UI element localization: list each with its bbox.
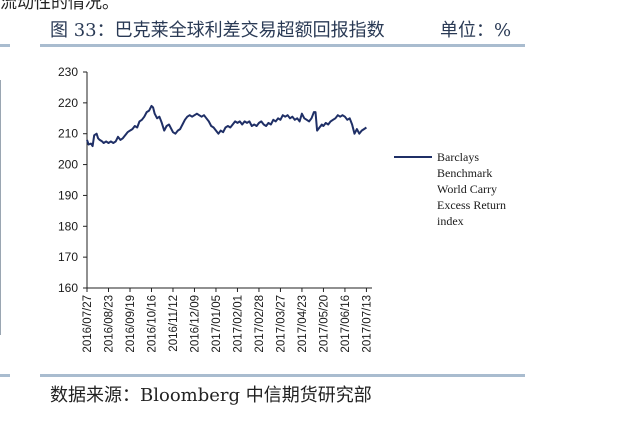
legend: Barclays Benchmark World Carry Excess Retur… — [394, 150, 506, 228]
x-tick-label: 2017/07/13 — [361, 295, 373, 353]
x-tick-label: 2017/06/16 — [340, 295, 352, 353]
y-tick-label: 160 — [58, 281, 78, 295]
x-tick-label: 2016/10/16 — [146, 295, 158, 353]
series-group — [86, 104, 367, 148]
figure-header: 图 33：巴克莱全球利差交易超额回报指数 单位：% — [50, 16, 520, 44]
y-tick-label: 200 — [58, 158, 78, 172]
y-axis: 160 170 180 190 200 210 220 230 — [58, 65, 88, 295]
y-tick-label: 230 — [58, 65, 78, 79]
x-tick-label: 2017/02/01 — [232, 295, 244, 353]
x-tick-label: 2017/01/05 — [211, 295, 223, 353]
y-tick-label: 180 — [58, 219, 78, 233]
left-column-rule-bottom — [0, 374, 10, 377]
x-axis: 2016/07/27 2016/08/23 2016/09/19 2016/10/16… — [82, 287, 373, 353]
figure-title: 图 33：巴克莱全球利差交易超额回报指数 — [50, 20, 385, 41]
y-tick-label: 220 — [58, 96, 78, 110]
x-tick-label: 2016/12/09 — [189, 295, 201, 353]
x-tick-label: 2017/03/27 — [275, 295, 287, 353]
series-line — [86, 104, 367, 148]
unit-label: 单位：% — [440, 20, 512, 41]
x-tick-label: 2016/11/12 — [168, 295, 180, 352]
left-column-rule-top — [0, 44, 10, 47]
x-tick-label: 2016/08/23 — [103, 295, 115, 353]
y-tick-label: 190 — [58, 188, 78, 202]
left-column-edge — [0, 80, 1, 335]
title-divider — [40, 44, 525, 47]
preceding-text-fragment: 流动性的情况。 — [0, 0, 119, 13]
x-tick-label: 2017/04/23 — [297, 295, 309, 353]
x-tick-label: 2017/02/28 — [254, 295, 266, 353]
x-tick-label: 2017/05/20 — [318, 295, 330, 353]
y-tick-label: 170 — [58, 250, 78, 264]
x-tick-label: 2016/09/19 — [125, 295, 137, 353]
x-tick-label: 2016/07/27 — [82, 295, 94, 353]
source-note: 数据来源：Bloomberg 中信期货研究部 — [50, 385, 372, 406]
y-tick-label: 210 — [58, 127, 78, 141]
source-divider — [40, 374, 525, 377]
legend-label: Barclays Benchmark World Carry Excess Retur… — [437, 150, 506, 228]
